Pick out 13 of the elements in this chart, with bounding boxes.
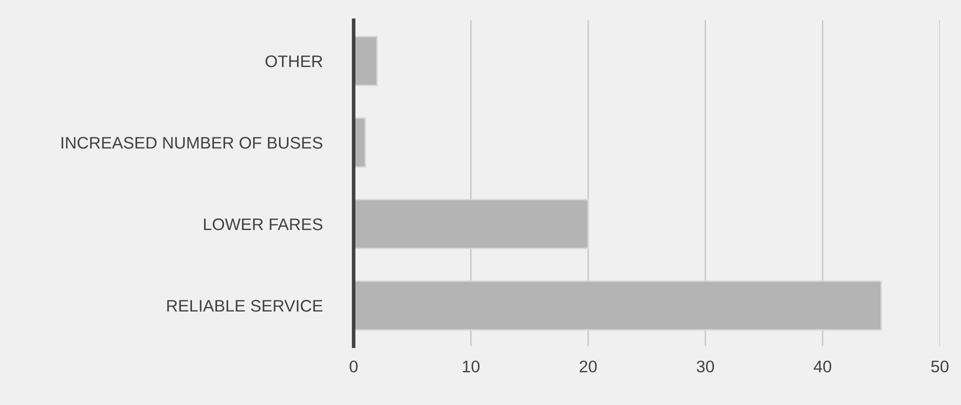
x-tick-label: 10 (462, 360, 480, 372)
bar (354, 36, 378, 86)
y-tick-label: INCREASED NUMBER OF BUSES (62, 136, 322, 149)
bar (354, 280, 882, 331)
y-tick-label: RELIABLE SERVICE (167, 300, 322, 312)
bar (354, 198, 589, 250)
x-tick-label: 30 (696, 360, 714, 372)
x-tick-label: 40 (814, 360, 832, 372)
x-tick-label: 50 (931, 360, 948, 372)
y-tick-label: OTHER (266, 55, 322, 68)
y-tick-label: LOWER FARES (204, 218, 322, 230)
x-tick-label: 0 (350, 360, 358, 372)
x-tick-label: 20 (580, 360, 597, 372)
